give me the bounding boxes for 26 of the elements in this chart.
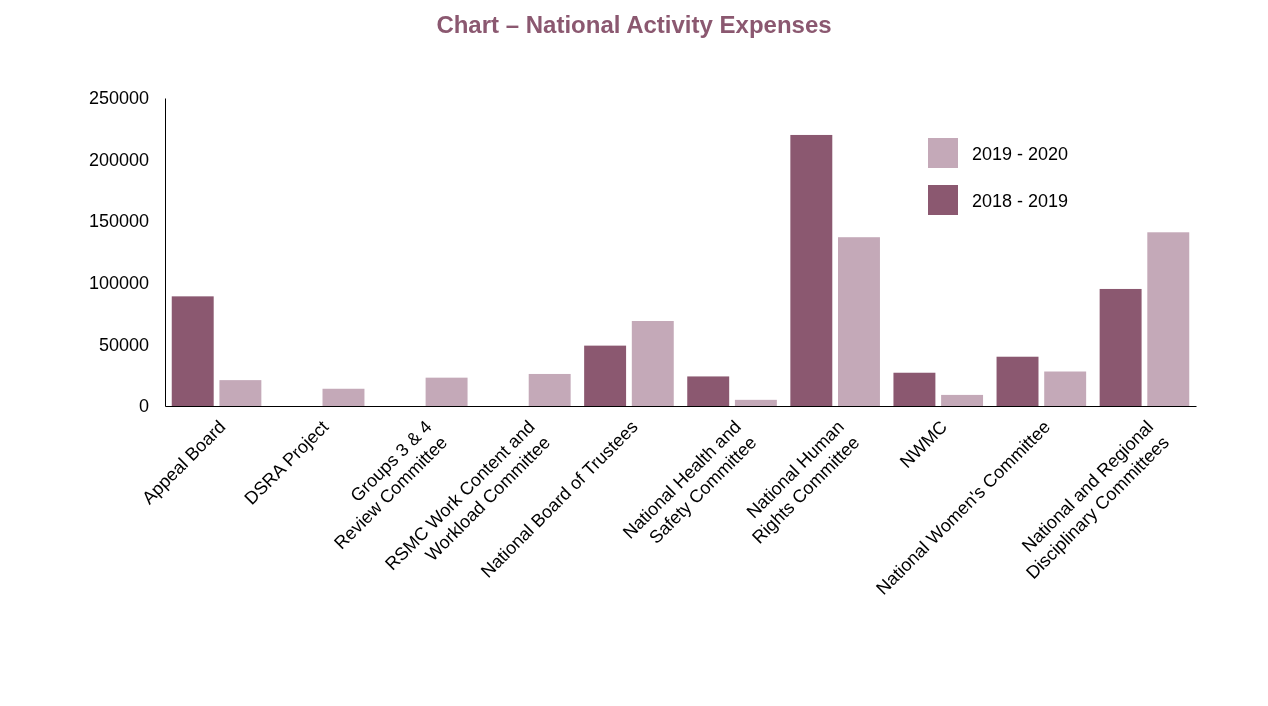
y-tick-label: 0 [138, 396, 149, 417]
y-tick-label: 50000 [98, 334, 149, 355]
bar [838, 237, 880, 406]
bar [734, 399, 777, 406]
bar [1099, 288, 1142, 406]
chart-title: Chart – National Activity Expenses [436, 11, 832, 38]
bar [171, 296, 214, 406]
bar [322, 388, 365, 406]
legend-label: 2018 - 2019 [972, 191, 1069, 211]
bar [893, 372, 936, 406]
y-tick-label: 200000 [88, 149, 149, 170]
bar [1044, 371, 1087, 406]
legend-label: 2019 - 2020 [972, 144, 1069, 164]
bar [941, 394, 984, 406]
bar [584, 345, 627, 406]
bar [528, 373, 571, 406]
bar [631, 320, 674, 406]
y-tick-label: 100000 [88, 273, 149, 294]
bar [790, 134, 833, 406]
y-tick-label: 250000 [88, 88, 149, 109]
bar [425, 377, 468, 406]
y-tick-label: 150000 [88, 211, 149, 232]
bar [1147, 232, 1190, 406]
bar [219, 380, 262, 406]
bar [687, 376, 730, 406]
bar [996, 356, 1039, 406]
